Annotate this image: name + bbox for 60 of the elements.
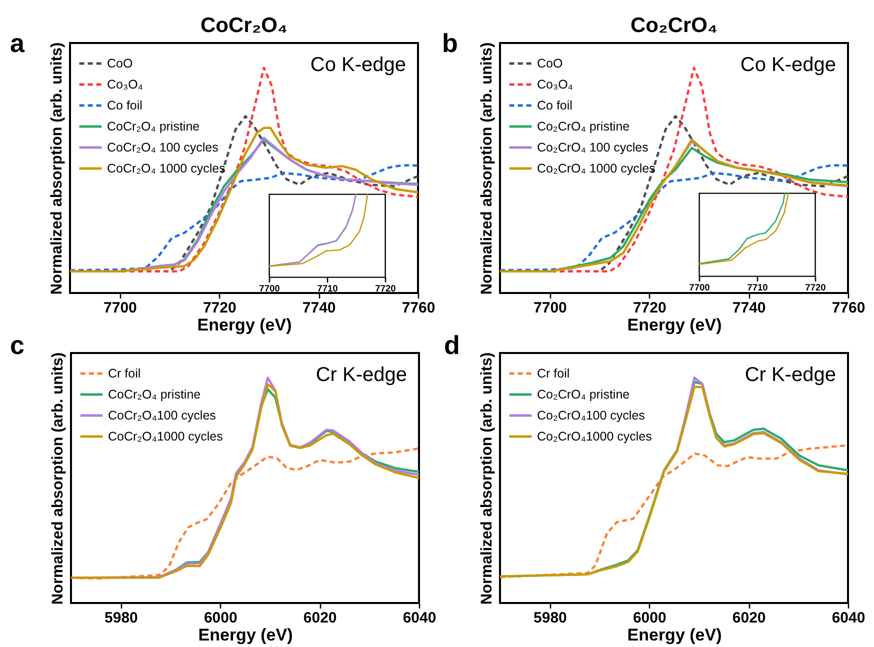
legend-label: Cr foil	[108, 366, 141, 380]
legend-label: Co₂CrO₄1000 cycles	[537, 430, 652, 444]
x-tick-label: 6040	[402, 610, 436, 626]
x-tick-label: 7760	[832, 300, 866, 316]
legend-label: CoO	[537, 56, 563, 70]
y-axis-title: Normalized absorption (arb. units)	[478, 352, 496, 605]
chart-title: CoCr₂O₄	[200, 14, 288, 37]
y-axis-title: Normalized absorption (arb. units)	[478, 42, 496, 295]
x-tick-label: 5980	[534, 610, 567, 626]
legend-label: Co₂CrO₄ 1000 cycles	[537, 162, 656, 176]
legend-label: Co₂CrO₄100 cycles	[537, 408, 645, 422]
legend-label: CoCr₂O₄ 1000 cycles	[107, 162, 226, 176]
x-tick-label: 7720	[375, 284, 396, 294]
text: d	[444, 330, 460, 361]
x-tick-label: 6040	[832, 610, 866, 626]
legend-label: Cr foil	[537, 366, 570, 380]
text: a	[10, 28, 24, 59]
x-tick-label: 5980	[104, 610, 138, 626]
x-tick-label: 7740	[732, 300, 766, 316]
x-axis-title: Energy (eV)	[627, 626, 722, 644]
legend-label: Co₂CrO₄ pristine	[537, 120, 630, 134]
x-tick-label: 7720	[805, 282, 826, 292]
x-tick-label: 7710	[317, 284, 338, 294]
x-tick-label: 7700	[104, 300, 137, 316]
x-tick-label: 6000	[632, 610, 666, 626]
annotation: Cr K-edge	[316, 364, 407, 386]
x-tick-label: 7700	[534, 300, 567, 316]
legend-label: CoO	[107, 56, 133, 70]
annotation: Cr K-edge	[744, 364, 836, 386]
x-tick-label: 6000	[204, 610, 238, 626]
x-tick-label: 7740	[302, 300, 336, 316]
x-tick-label: 7700	[689, 282, 710, 292]
text: c	[10, 330, 24, 361]
x-axis-title: Energy (eV)	[198, 626, 293, 644]
legend-label: CoCr₂O₄ pristine	[107, 120, 200, 134]
chart-title: Co₂CrO₄	[630, 14, 718, 37]
legend-label: Co foil	[107, 98, 142, 112]
x-tick-label: 7720	[632, 300, 666, 316]
x-tick-label: 7760	[402, 300, 436, 316]
annotation: Co K-edge	[740, 54, 836, 76]
x-axis-title: Energy (eV)	[627, 316, 722, 334]
legend-label: CoCr₂O₄ pristine	[108, 388, 201, 402]
text: b	[442, 28, 458, 59]
annotation: Co K-edge	[310, 54, 406, 76]
legend-label: CoCr₂O₄ 100 cycles	[107, 140, 218, 154]
x-tick-label: 6020	[303, 610, 337, 626]
x-tick-label: 7710	[747, 282, 768, 292]
legend-label: Co₂CrO₄ pristine	[537, 388, 630, 402]
y-axis-title: Normalized absorption (arb. units)	[48, 42, 66, 295]
y-axis-title: Normalized absorption (arb. units)	[50, 352, 66, 605]
legend-label: Co₂CrO₄ 100 cycles	[537, 140, 648, 154]
x-axis-title: Energy (eV)	[197, 316, 292, 334]
legend-label: CoCr₂O₄100 cycles	[108, 408, 216, 422]
legend-label: Co₃O₄	[537, 78, 573, 92]
x-tick-label: 7700	[259, 284, 280, 294]
x-tick-label: 7720	[202, 300, 236, 316]
x-tick-label: 6020	[732, 610, 766, 626]
legend-label: CoCr₂O₄1000 cycles	[108, 430, 223, 444]
legend-label: Co₃O₄	[107, 78, 143, 92]
legend-label: Co foil	[537, 98, 572, 112]
